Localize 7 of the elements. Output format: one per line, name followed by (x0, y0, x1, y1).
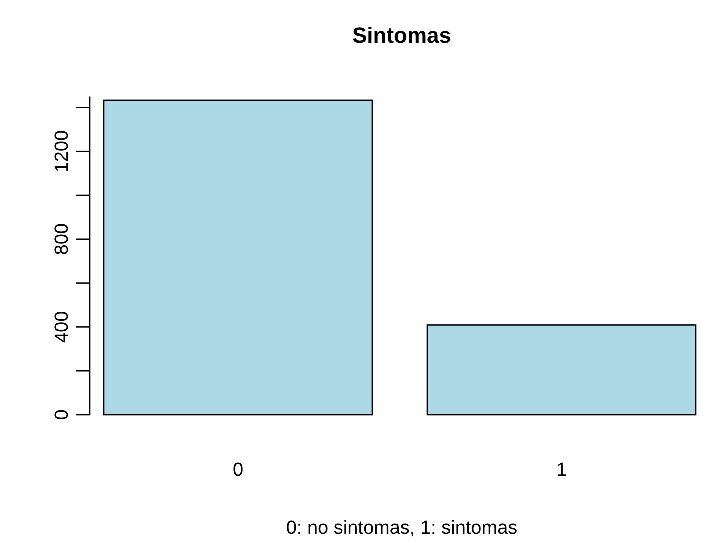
x-tick-label: 1 (556, 460, 568, 481)
y-tick-label: 1200 (52, 130, 73, 173)
x-axis-title: 0: no sintomas, 1: sintomas (286, 518, 518, 539)
y-tick-label: 400 (52, 311, 73, 344)
chart-title: Sintomas (352, 23, 452, 48)
y-tick-label: 0 (52, 410, 73, 420)
y-tick-label: 800 (52, 224, 73, 256)
